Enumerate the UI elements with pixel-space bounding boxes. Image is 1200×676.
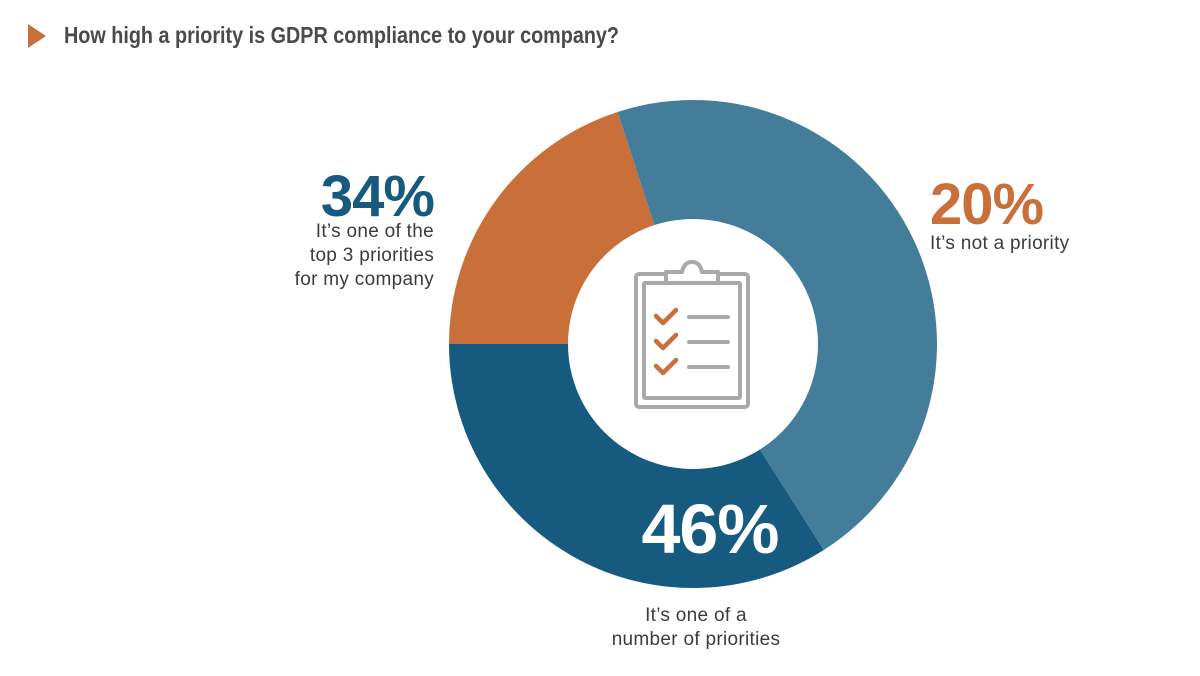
title-row: How high a priority is GDPR compliance t… [28,22,709,49]
desc-label-34: It’s one of the top 3 priorities for my … [295,220,434,292]
pct-label-20: 20% [930,172,1044,237]
desc-line: It’s not a priority [930,233,1070,254]
title-arrow-icon [28,23,46,48]
clipboard-checklist-icon [634,260,750,409]
desc-line: top 3 priorities [309,245,434,266]
desc-label-46: It’s one of a number of priorities [560,604,832,652]
desc-line: It’s one of a [645,605,747,626]
slice-label-34: 34% It’s one of the top 3 priorities for… [295,164,435,292]
chart-title: How high a priority is GDPR compliance t… [64,22,620,48]
slice-label-20: 20% It’s not a priority [930,176,1069,256]
pct-label-46: 46% [641,490,779,568]
desc-line: number of priorities [611,629,781,650]
pct-label-34: 34% [320,164,435,229]
desc-label-20: It’s not a priority [930,232,1069,256]
desc-line: It’s one of the [315,221,434,242]
desc-line: for my company [294,269,434,290]
